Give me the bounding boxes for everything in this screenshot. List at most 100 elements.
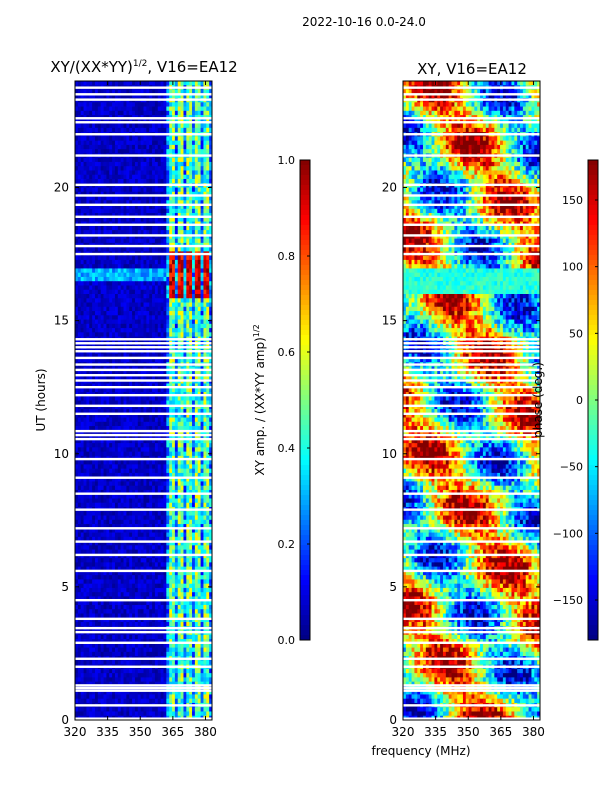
heatmap-cell [174,110,179,116]
heatmap-cell [169,485,173,491]
heatmap-cell [143,451,147,457]
heatmap-cell [177,438,181,444]
heatmap-cell [203,285,207,291]
heatmap-cell [75,421,79,427]
heatmap-cell [97,102,102,107]
heatmap-cell [157,294,162,299]
heatmap-cell [194,174,199,180]
heatmap-cell [206,328,210,333]
heatmap-cell [120,404,124,410]
heatmap-cell [75,494,79,499]
heatmap-cell [114,136,119,142]
heatmap-cell [75,485,79,491]
heatmap-cell [140,498,144,504]
heatmap-cell [137,485,142,491]
heatmap-cell [194,144,199,150]
heatmap-cell [143,404,147,410]
heatmap-cell [137,472,142,478]
heatmap-cell [92,281,96,286]
heatmap-cell [109,89,113,95]
heatmap-cell [123,396,127,401]
heatmap-cell [137,383,142,389]
heatmap-cell [177,451,181,457]
heatmap-cell [137,166,142,171]
heatmap-cell [189,511,193,516]
heatmap-cell [177,191,181,197]
heatmap-cell [97,238,102,244]
heatmap-cell [126,204,130,210]
heatmap-cell [120,127,124,133]
heatmap-cell [77,447,82,453]
heatmap-cell [94,485,99,491]
heatmap-cell [94,247,99,252]
heatmap-cell [157,187,162,193]
heatmap-cell [129,196,133,201]
heatmap-cell [172,409,176,414]
heatmap-cell [169,102,173,107]
heatmap-cell [192,230,196,235]
heatmap-cell [197,438,201,444]
heatmap-cell [103,409,107,414]
heatmap-cell [192,208,196,214]
heatmap-cell [103,294,107,299]
heatmap-cell [132,426,136,431]
heatmap-cell [186,370,190,376]
heatmap-cell [126,430,130,435]
heatmap-cell [149,140,153,146]
heatmap-cell [154,174,159,180]
heatmap-cell [134,217,139,222]
heatmap-cell [186,357,190,363]
heatmap-cell [83,200,87,205]
heatmap-cell [174,127,179,133]
heatmap-cell [126,413,130,418]
heatmap-cell [89,157,93,163]
heatmap-cell [197,426,201,431]
heatmap-cell [94,332,99,337]
heatmap-cell [143,426,147,431]
heatmap-cell [86,204,90,210]
heatmap-cell [109,302,113,308]
heatmap-cell [126,187,130,193]
heatmap-cell [97,170,102,176]
heatmap-cell [86,328,90,333]
heatmap-cell [109,140,113,146]
heatmap-cell [183,511,187,516]
heatmap-cell [97,417,102,423]
heatmap-cell [160,434,164,440]
heatmap-cell [194,302,199,308]
heatmap-cell [86,511,90,516]
heatmap-cell [132,353,136,359]
heatmap-cell [114,272,119,278]
heatmap-cell [92,357,96,363]
heatmap-cell [160,230,164,235]
heatmap-cell [106,357,110,363]
heatmap-cell [80,225,84,231]
heatmap-cell [177,315,181,320]
heatmap-cell [100,383,104,389]
heatmap-cell [94,217,99,222]
heatmap-cell [86,485,90,491]
heatmap-cell [192,481,196,487]
heatmap-cell [120,166,124,171]
heatmap-cell [114,438,119,444]
heatmap-cell [203,110,207,116]
heatmap-cell [209,213,213,218]
heatmap-cell [186,481,190,487]
heatmap-cell [192,81,196,86]
heatmap-cell [166,136,170,142]
heatmap-cell [83,400,87,406]
heatmap-cell [134,404,139,410]
heatmap-cell [192,306,196,312]
heatmap-cell [152,136,156,142]
heatmap-cell [183,374,187,380]
heatmap-cell [186,511,190,516]
heatmap-cell [166,178,170,184]
heatmap-cell [206,140,210,146]
heatmap-cell [120,225,124,231]
heatmap-cell [192,123,196,129]
heatmap-cell [120,383,124,389]
heatmap-cell [140,110,144,116]
heatmap-cell [192,149,196,154]
heatmap-cell [77,426,82,431]
heatmap-cell [206,315,210,320]
